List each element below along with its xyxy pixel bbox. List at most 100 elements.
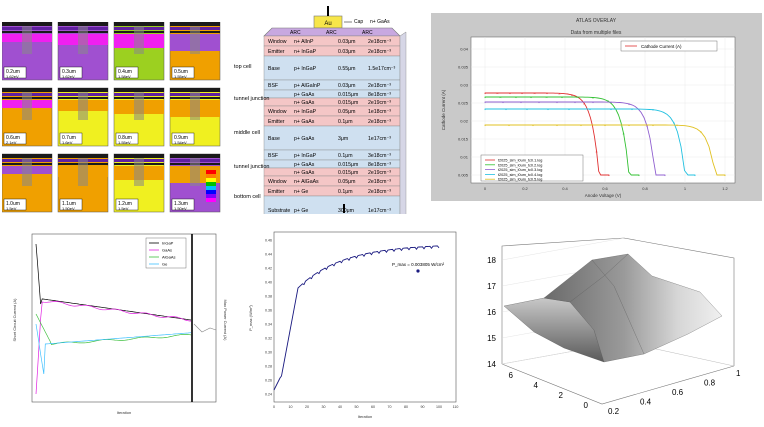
iv-overlay-panel: ATLAS OVERLAY Data from multiple files A… bbox=[431, 13, 762, 201]
sim-cell-thickness: 0.6um bbox=[6, 135, 20, 141]
sim-cell-stripe bbox=[58, 22, 108, 26]
surf-gridline bbox=[501, 237, 625, 261]
eff-ytick: 0.32 bbox=[265, 337, 272, 341]
convergence-panel: Short Circuit Current (A) Max Power Curr… bbox=[6, 224, 230, 420]
iv-top-legend-label: Cathode Current (A) bbox=[641, 44, 682, 49]
iv-ytick: 0.03 bbox=[460, 83, 469, 88]
eff-ytick: 0.36 bbox=[265, 309, 272, 313]
iv-xtick: 0.2 bbox=[522, 186, 528, 191]
iv-title: Data from multiple files bbox=[571, 30, 622, 36]
sim-cell-thickness: 0.2um bbox=[6, 69, 20, 75]
eff-xtick: 20 bbox=[305, 405, 309, 409]
eff-ylabel: P_max (W/m²) bbox=[248, 304, 253, 330]
arc-label-1: ARC bbox=[290, 30, 301, 36]
sim-cell-thickness: 1.0um bbox=[6, 201, 20, 207]
sim-cell-contact bbox=[78, 26, 88, 54]
sim-cell-bandgap: 1.6eV bbox=[62, 140, 73, 145]
iv-curve bbox=[485, 108, 695, 176]
iv-ytick: 0.025 bbox=[458, 101, 469, 106]
eff-ytick: 0.38 bbox=[265, 295, 272, 299]
arc-label-3: ARC bbox=[362, 30, 373, 36]
sim-cell-contact bbox=[134, 92, 144, 120]
stack-layer-thickness: 0.03μm bbox=[338, 83, 355, 89]
stack-layer-material: p+ AlGaInP bbox=[294, 83, 321, 89]
stack-layer-thickness: 0.015μm bbox=[338, 162, 358, 168]
sim-cell-stripe bbox=[114, 154, 164, 158]
iv-curve bbox=[485, 124, 725, 176]
stack-layer-material: n+ InGaP bbox=[294, 49, 317, 55]
conv-legend: InGaP GaAs AlGaAs Ge bbox=[149, 241, 176, 267]
iv-legend-label: t2025_sim_i0um_tc0.3.log bbox=[498, 168, 542, 172]
iv-legend-box bbox=[480, 154, 584, 182]
iv-top-legend-box bbox=[620, 40, 718, 52]
iv-xtick: 0.4 bbox=[562, 186, 568, 191]
conv-plot-area bbox=[31, 233, 217, 403]
iv-xtick: 0.6 bbox=[602, 186, 608, 191]
eff-ytick: 0.30 bbox=[265, 351, 272, 355]
eff-ytick: 0.28 bbox=[265, 365, 272, 369]
efficiency-svg: P_max (W/m²) Iteration P_max = 0.003805 … bbox=[248, 231, 458, 419]
surf-ztick: 17 bbox=[487, 282, 496, 291]
eff-max-marker bbox=[416, 269, 420, 273]
stack-layer-thickness: 0.1μm bbox=[338, 189, 353, 195]
stack-layer-material: p+ Ge bbox=[294, 208, 308, 214]
eff-xtick: 100 bbox=[436, 405, 442, 409]
surf-xtick: 0.4 bbox=[640, 398, 652, 407]
iv-window-title: ATLAS OVERLAY bbox=[576, 18, 617, 24]
stack-layer-name: Window bbox=[268, 109, 287, 115]
sim-cell-bandgap: 1.54eV bbox=[174, 140, 187, 145]
stack-layer-thickness: 0.03μm bbox=[338, 39, 355, 45]
iv-point-marker: × bbox=[638, 173, 641, 178]
stack-layer-thickness: 0.015μm bbox=[338, 100, 358, 106]
eff-xtick: 30 bbox=[322, 405, 326, 409]
conv-marks bbox=[35, 243, 217, 395]
sim-cell-contact bbox=[78, 92, 88, 120]
surf-xtick: 1 bbox=[736, 369, 741, 378]
eff-ytick: 0.42 bbox=[265, 267, 272, 271]
sim-cell-stripe bbox=[170, 154, 220, 158]
sim-cell-label-box bbox=[59, 198, 83, 211]
stack-layer-thickness: 3μm bbox=[338, 136, 348, 142]
sim-cell-label-box bbox=[59, 66, 83, 79]
surf-ztick: 15 bbox=[487, 334, 496, 343]
iv-xtick: 0 bbox=[484, 186, 487, 191]
stack-layer-thickness: 0.015μm bbox=[338, 170, 358, 176]
iv-legend-label: t2025_sim_i0um_tc0.2.log bbox=[498, 163, 542, 167]
stack-layer-thickness: 0.1μm bbox=[338, 119, 353, 125]
sim-cell-bandgap: 1.50eV bbox=[62, 206, 75, 211]
eff-marks: 0.46 0.44 0.42 0.40 0.38 0.36 0.34 0.32 0.30 0.28… bbox=[265, 239, 458, 410]
iv-ylabel: Cathode Current (A) bbox=[441, 89, 446, 130]
surf-ticks: 14 15 16 17 18 0 2 4 6 0.2 0.4 0.6 0.8 1 bbox=[487, 256, 741, 416]
stack-layer-doping: 3e18cm⁻³ bbox=[368, 153, 391, 159]
stack-layer-material: p+ InGaP bbox=[294, 66, 317, 72]
iv-xtick: 1 bbox=[684, 186, 687, 191]
eff-xtick: 70 bbox=[388, 405, 392, 409]
sim-cell-contact bbox=[22, 92, 32, 120]
iv-curve bbox=[485, 92, 609, 176]
stack-layer-name: Substrate bbox=[268, 208, 290, 214]
conv-xlabel: Iteration bbox=[117, 410, 131, 415]
stack-layer-doping: 2e18cm⁻³ bbox=[368, 189, 391, 195]
iv-xlabel: Anode Voltage (V) bbox=[585, 193, 622, 198]
sim-cell-bandgap: 1.62eV bbox=[62, 74, 75, 79]
eff-ytick: 0.24 bbox=[265, 393, 272, 397]
surface-svg: 14 15 16 17 18 0 2 4 6 0.2 0.4 0.6 0.8 1 bbox=[487, 237, 741, 416]
stack-layer-name: BSF bbox=[268, 83, 278, 89]
sim-cell-thickness: 0.3um bbox=[62, 69, 76, 75]
stack-layer-material: p+ GaAs bbox=[294, 92, 315, 98]
iv-point-marker: × bbox=[608, 173, 611, 178]
iv-ytick: 0.035 bbox=[458, 65, 469, 70]
stack-layer-doping: 2e18cm⁻³ bbox=[368, 119, 391, 125]
sim-cell-contact bbox=[22, 26, 32, 54]
sim-colorbar-segment bbox=[206, 186, 216, 190]
sim-cell-stripe bbox=[114, 22, 164, 26]
sim-cell-stripe bbox=[170, 22, 220, 26]
sim-cell-thickness: 0.9um bbox=[174, 135, 188, 141]
stack-layer-thickness: 0.015μm bbox=[338, 92, 358, 98]
sim-cell-stripe bbox=[2, 88, 52, 92]
eff-ytick: 0.34 bbox=[265, 323, 272, 327]
iv-legend-label: t2025_sim_i0um_tc0.1.log bbox=[498, 159, 542, 163]
stack-layer-material: n+ AlGaAs bbox=[294, 179, 319, 185]
sim-cell-thickness: 1.2um bbox=[118, 201, 132, 207]
